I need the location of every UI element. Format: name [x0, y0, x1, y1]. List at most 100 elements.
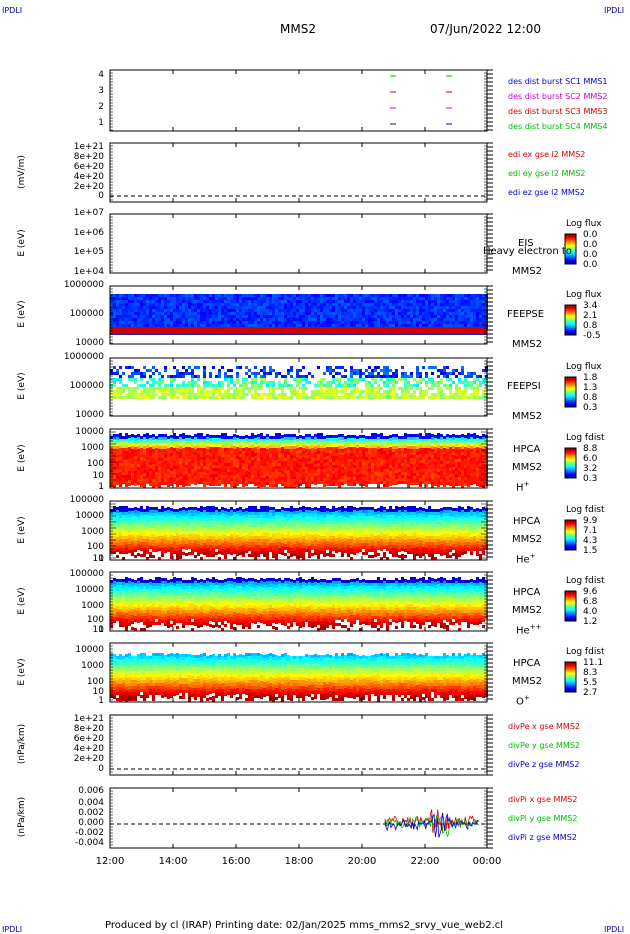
colorbar: [564, 519, 577, 551]
colorbar-value: 9.9: [583, 516, 598, 526]
colorbar-value: 6.0: [583, 454, 598, 464]
colorbar-title: Log flux: [566, 219, 602, 229]
panel-eis: [109, 213, 577, 274]
y-tick-label: 6e+20: [73, 734, 104, 744]
instrument-label: FEEPSI: [507, 381, 541, 392]
colorbar-value: 4.0: [583, 607, 598, 617]
panel-edi: [109, 142, 493, 203]
panel-burst: [109, 69, 493, 132]
colorbar-value: 5.5: [583, 678, 598, 688]
colorbar-value: 0.0: [583, 260, 598, 270]
species-label: He++: [516, 623, 542, 637]
y-tick-label: 10: [92, 687, 104, 697]
y-tick-label: 1000: [81, 443, 104, 453]
instrument-label: HPCA: [513, 587, 541, 598]
y-tick-label: 10: [92, 471, 104, 481]
instrument-label: HPCA: [513, 516, 541, 527]
legend-entry: des dist burst SC1 MMS1: [508, 77, 608, 86]
legend-entry: divPe x gse MMS2: [508, 722, 580, 731]
panel-feepsi: [109, 357, 577, 417]
legend-entry: edi ex gse l2 MMS2: [508, 150, 586, 159]
panel-hpca_o: [109, 642, 577, 703]
y-tick-label: 0: [98, 191, 104, 201]
y-tick-label: 0.006: [78, 786, 104, 796]
colorbar-value: 3.2: [583, 464, 598, 474]
colorbar-value: 0.8: [583, 321, 598, 331]
colorbar-value: 2.1: [583, 311, 598, 321]
y-tick-label: 10000: [75, 410, 104, 420]
x-tick-label: 00:00: [472, 856, 502, 867]
spacecraft-label: MMS2: [512, 462, 542, 473]
spacecraft-title: MMS2: [280, 22, 316, 36]
colorbar-value: 1.8: [583, 373, 598, 383]
y-tick-label: 100: [86, 677, 104, 687]
colorbar-title: Log flux: [566, 362, 602, 372]
y-tick-label: 3: [98, 86, 104, 96]
colorbar: [564, 661, 577, 693]
panel-divpi: [109, 787, 493, 849]
colorbar-value: 0.8: [583, 393, 598, 403]
y-tick-label: 0.000: [78, 818, 104, 828]
y-tick-label: 100: [86, 542, 104, 552]
y-tick-label: 4e+20: [73, 744, 104, 754]
colorbar-value: 2.7: [583, 688, 598, 698]
x-tick-label: 12:00: [95, 856, 125, 867]
y-axis-label: E (eV): [17, 443, 27, 472]
y-tick-label: 1e+07: [73, 208, 104, 218]
colorbar-value: 8.3: [583, 668, 598, 678]
x-tick-label: 16:00: [221, 856, 251, 867]
instrument-label: FEEPSE: [507, 309, 545, 320]
y-axis-label: E (eV): [17, 300, 27, 328]
y-tick-label: 1e+06: [73, 228, 104, 238]
colorbar-value: 0.0: [583, 230, 598, 240]
colorbar-value: 11.1: [583, 658, 604, 668]
colorbar-value: 0.3: [583, 474, 598, 484]
corner-label-tr: IPDLI: [604, 6, 625, 15]
y-tick-label: 1: [98, 554, 104, 564]
instrument-label: HPCA: [513, 444, 541, 455]
y-tick-label: 10000: [75, 645, 104, 655]
y-tick-label: 10000: [75, 511, 104, 521]
species-label: He+: [516, 552, 536, 566]
colorbar-value: 1.5: [583, 546, 598, 556]
y-tick-label: 1e+21: [73, 714, 104, 724]
colorbar-value: 1.3: [583, 383, 598, 393]
y-tick-label: 10: [92, 554, 104, 564]
y-axis-label: E (eV): [17, 657, 27, 686]
y-tick-label: 2: [98, 102, 104, 112]
legend-entry: edi ez gse l2 MMS2: [508, 188, 585, 197]
y-tick-label: 0: [98, 764, 104, 774]
y-tick-label: 100000: [69, 309, 104, 319]
legend-entry: des dist burst SC2 MMS2: [508, 92, 608, 101]
colorbar-title: Log flux: [566, 290, 602, 300]
colorbar-value: 0.0: [583, 250, 598, 260]
y-axis-label: (nPa/km): [17, 723, 27, 765]
y-tick-label: 1000: [81, 601, 104, 611]
legend-entry: des dist burst SC4 MMS4: [508, 122, 608, 131]
y-tick-label: 1000000: [63, 280, 104, 290]
y-tick-label: 1000000: [63, 352, 104, 362]
legend-entry: divPe y gse MMS2: [508, 741, 580, 750]
datetime-title: 07/Jun/2022 12:00: [430, 22, 542, 36]
legend-entry: divPi z gse MMS2: [508, 833, 577, 842]
colorbar-value: 1.2: [583, 617, 598, 627]
panel-feepse: [109, 285, 577, 345]
colorbar-value: 7.1: [583, 526, 598, 536]
colorbar-title: Log fdist: [566, 433, 605, 443]
legend-entry: divPi x gse MMS2: [508, 795, 578, 804]
legend-entry: des dist burst SC3 MMS3: [508, 107, 608, 116]
y-tick-label: 10000: [75, 427, 104, 437]
corner-label-br: IPDLI: [604, 925, 625, 934]
y-tick-label: 1e+21: [73, 142, 104, 152]
colorbar-title: Log fdist: [566, 647, 605, 657]
colorbar-value: 3.4: [583, 301, 598, 311]
y-tick-label: 1e+05: [73, 247, 104, 257]
y-axis-label: (mV/m): [17, 154, 27, 189]
x-tick-label: 14:00: [158, 856, 188, 867]
spacecraft-label: MMS2: [512, 676, 542, 687]
y-axis-label: E (eV): [17, 228, 27, 257]
y-tick-label: -0.002: [74, 828, 104, 838]
colorbar-value: 9.6: [583, 587, 598, 597]
y-axis-label: E (eV): [17, 515, 27, 544]
panel-hpca_hepp: [109, 571, 577, 632]
